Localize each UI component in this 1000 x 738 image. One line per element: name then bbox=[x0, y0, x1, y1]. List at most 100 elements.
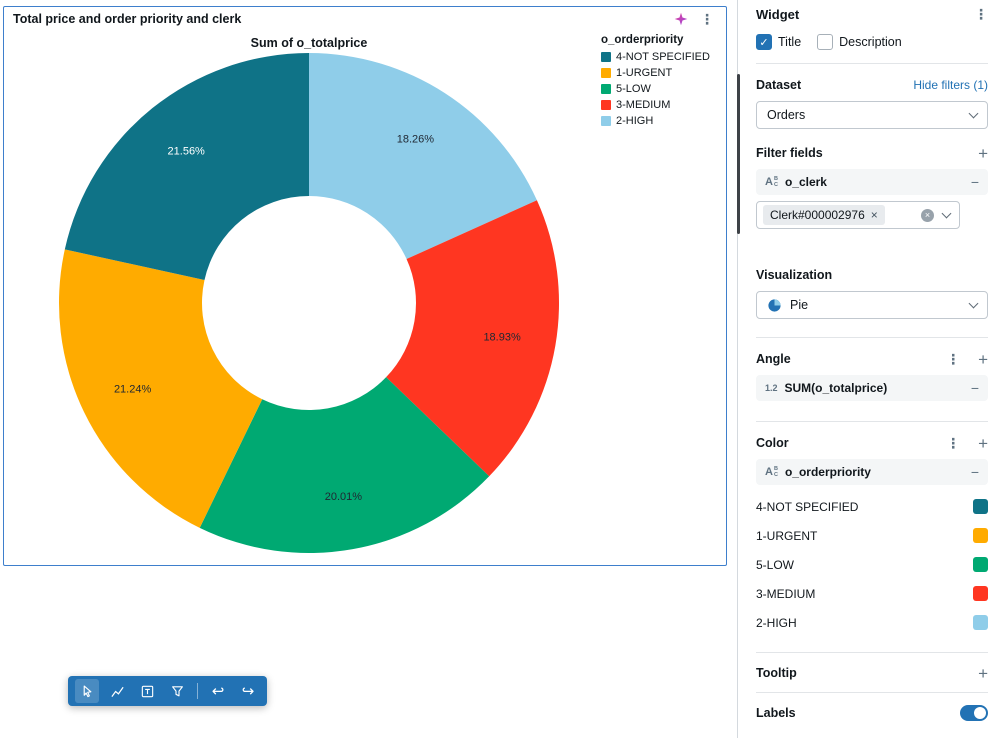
filter-value-tag[interactable]: Clerk#000002976 × bbox=[763, 205, 885, 225]
chart-title: Sum of o_totalprice bbox=[250, 36, 368, 50]
labels-toggle[interactable] bbox=[960, 705, 988, 721]
color-mapping-label: 3-MEDIUM bbox=[756, 586, 816, 601]
pie-slice-3-medium[interactable] bbox=[386, 200, 560, 477]
remove-tag-icon[interactable]: × bbox=[870, 208, 878, 222]
legend-label: 4-NOT SPECIFIED bbox=[616, 51, 710, 63]
legend-swatch bbox=[601, 68, 611, 78]
tooltip-label: Tooltip bbox=[756, 666, 797, 680]
divider bbox=[756, 692, 988, 693]
add-chart-tool-button[interactable] bbox=[105, 679, 129, 703]
check-icon: ✓ bbox=[759, 36, 769, 49]
toolbar-divider bbox=[197, 683, 198, 699]
angle-field-name: SUM(o_totalprice) bbox=[784, 381, 888, 395]
color-mapping-swatch[interactable] bbox=[973, 499, 988, 514]
color-mapping-label: 2-HIGH bbox=[756, 615, 797, 630]
color-mapping-label: 5-LOW bbox=[756, 557, 795, 572]
filter-field-name: o_clerk bbox=[784, 175, 827, 189]
pie-slice-5-low[interactable] bbox=[199, 377, 490, 554]
angle-field-sum-totalprice[interactable]: 1.2 SUM(o_totalprice) − bbox=[756, 375, 988, 401]
chevron-down-icon bbox=[968, 298, 979, 308]
pie-slice-label: 21.56% bbox=[168, 145, 206, 157]
pie-slice-label: 18.93% bbox=[483, 331, 521, 343]
donut-chart[interactable]: 18.26% 18.93% 20.01% 21.24% 21.56% bbox=[49, 43, 569, 563]
color-mapping-swatch[interactable] bbox=[973, 557, 988, 572]
color-mapping-row: 3-MEDIUM bbox=[756, 586, 988, 601]
visualization-selected-value: Pie bbox=[790, 298, 809, 312]
hide-filters-link[interactable]: Hide filters (1) bbox=[913, 78, 988, 92]
color-field-name: o_orderpriority bbox=[784, 465, 871, 479]
chart-widget-card[interactable]: Total price and order priority and clerk… bbox=[3, 6, 727, 566]
panel-scrollbar[interactable] bbox=[737, 74, 740, 234]
divider bbox=[756, 421, 988, 422]
add-color-field-button[interactable]: + bbox=[978, 433, 988, 453]
legend-swatch bbox=[601, 52, 611, 62]
assistant-sparkle-icon[interactable] bbox=[674, 12, 688, 26]
undo-button[interactable]: ↩ bbox=[211, 682, 225, 700]
visualization-select[interactable]: Pie bbox=[756, 291, 988, 319]
color-mapping-row: 2-HIGH bbox=[756, 615, 988, 630]
select-tool-button[interactable] bbox=[75, 679, 99, 703]
canvas-toolbar: ↩ ↪ bbox=[68, 676, 267, 706]
legend-swatch bbox=[601, 100, 611, 110]
dataset-select[interactable]: Orders bbox=[756, 101, 988, 129]
legend-item[interactable]: 4-NOT SPECIFIED bbox=[601, 51, 727, 63]
legend-title: o_orderpriority bbox=[601, 34, 684, 46]
divider bbox=[756, 337, 988, 338]
dataset-selected-value: Orders bbox=[767, 108, 806, 122]
title-checkbox[interactable]: ✓ Title bbox=[756, 34, 801, 50]
filter-value-text: Clerk#000002976 bbox=[770, 208, 865, 222]
widget-actions: ⋮ bbox=[674, 12, 714, 26]
color-mapping-label: 1-URGENT bbox=[756, 528, 818, 543]
add-filter-field-button[interactable]: + bbox=[978, 143, 988, 163]
color-mapping-swatch[interactable] bbox=[973, 586, 988, 601]
title-checkbox-label: Title bbox=[778, 35, 802, 49]
legend-swatch bbox=[601, 116, 611, 126]
checkbox-checked-icon: ✓ bbox=[756, 34, 772, 50]
pie-slice-label: 20.01% bbox=[325, 491, 363, 503]
description-checkbox[interactable]: Description bbox=[817, 34, 902, 50]
add-angle-field-button[interactable]: + bbox=[978, 349, 988, 369]
redo-button[interactable]: ↪ bbox=[241, 682, 255, 700]
legend-item[interactable]: 1-URGENT bbox=[601, 67, 727, 79]
checkbox-unchecked-icon bbox=[817, 34, 834, 50]
angle-kebab-menu-icon[interactable]: ⋮ bbox=[946, 351, 961, 367]
color-mapping-label: 4-NOT SPECIFIED bbox=[756, 499, 859, 514]
remove-filter-field-button[interactable]: − bbox=[970, 174, 979, 190]
legend-item[interactable]: 2-HIGH bbox=[601, 115, 727, 127]
color-mapping-swatch[interactable] bbox=[973, 615, 988, 630]
visualization-label: Visualization bbox=[756, 268, 833, 282]
pie-slice-2-high[interactable] bbox=[309, 53, 537, 260]
pie-slice-1-urgent[interactable] bbox=[59, 249, 263, 528]
pie-slice-4-not-specified[interactable] bbox=[64, 53, 309, 281]
chevron-down-icon bbox=[941, 208, 952, 218]
color-mapping-row: 4-NOT SPECIFIED bbox=[756, 499, 988, 514]
color-kebab-menu-icon[interactable]: ⋮ bbox=[946, 435, 961, 451]
chevron-down-icon bbox=[968, 108, 979, 118]
legend-swatch bbox=[601, 84, 611, 94]
color-mapping-swatch[interactable] bbox=[973, 528, 988, 543]
widget-kebab-menu-icon[interactable]: ⋮ bbox=[700, 11, 714, 27]
filter-funnel-icon bbox=[171, 685, 183, 696]
remove-angle-field-button[interactable]: − bbox=[970, 380, 979, 396]
pie-slice-label: 18.26% bbox=[397, 133, 435, 145]
color-mapping-row: 1-URGENT bbox=[756, 528, 988, 543]
config-panel: Widget ⋮ ✓ Title Description Dataset bbox=[737, 0, 1000, 738]
clear-all-icon[interactable]: × bbox=[921, 208, 934, 222]
dataset-label: Dataset bbox=[756, 78, 802, 92]
add-filter-tool-button[interactable] bbox=[165, 679, 189, 703]
add-tooltip-field-button[interactable]: + bbox=[978, 663, 988, 683]
color-mappings: 4-NOT SPECIFIED 1-URGENT 5-LOW 3-MEDIUM 2-HI… bbox=[756, 499, 988, 630]
angle-label: Angle bbox=[756, 352, 791, 366]
filter-value-select[interactable]: Clerk#000002976 × × bbox=[756, 201, 960, 229]
widget-panel-kebab-icon[interactable]: ⋮ bbox=[974, 6, 988, 22]
divider bbox=[756, 63, 988, 64]
add-textbox-tool-button[interactable] bbox=[135, 679, 159, 703]
legend-item[interactable]: 3-MEDIUM bbox=[601, 99, 727, 111]
remove-color-field-button[interactable]: − bbox=[970, 464, 979, 480]
legend-item[interactable]: 5-LOW bbox=[601, 83, 727, 95]
legend-items: 4-NOT SPECIFIED 1-URGENT 5-LOW 3-MEDIUM 2-HI… bbox=[601, 51, 727, 127]
